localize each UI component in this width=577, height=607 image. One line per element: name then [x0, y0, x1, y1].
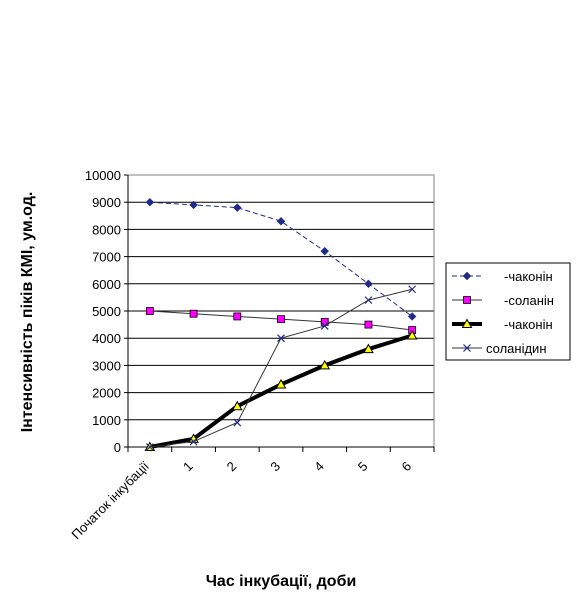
data-point — [364, 296, 373, 305]
data-point — [463, 296, 471, 304]
data-point — [463, 344, 471, 352]
legend-entry: -чаконін — [452, 269, 553, 284]
y-tick-label: 3000 — [92, 358, 121, 373]
series-4 — [145, 285, 417, 451]
x-axis-title: Час інкубації, доби — [206, 573, 357, 590]
data-point — [233, 203, 242, 212]
x-tick-labels: Початок інкубації 1 2 3 4 5 6 — [68, 458, 414, 542]
y-tick-label: 10000 — [85, 168, 121, 183]
data-point — [462, 271, 472, 281]
data-point — [406, 329, 418, 340]
legend-entry: -соланін — [452, 293, 554, 308]
data-point — [277, 334, 285, 343]
y-tick-labels: 0 1000 2000 3000 4000 5000 6000 7000 8000 9000 100… — [85, 168, 121, 455]
data-point — [189, 200, 198, 210]
legend-label: соланідин — [486, 341, 547, 356]
data-point — [276, 217, 286, 226]
data-point — [407, 312, 417, 321]
data-point — [233, 312, 242, 321]
data-point — [363, 343, 374, 354]
data-point — [364, 320, 373, 329]
x-tick-label: Початок інкубації — [68, 458, 152, 542]
legend-entry: -чаконін — [452, 317, 553, 332]
legend: -чаконін -соланін -чаконін соланідин — [445, 262, 571, 361]
data-point — [145, 443, 154, 451]
x-tick-label: 3 — [267, 459, 283, 475]
y-tick-label: 9000 — [92, 195, 121, 210]
y-tick-label: 0 — [114, 440, 121, 455]
data-point — [319, 359, 331, 370]
series — [144, 197, 418, 451]
y-tick-label: 8000 — [92, 222, 121, 237]
y-axis-title: Інтенсивність піків КМІ, ум.од. — [19, 192, 36, 433]
series-line — [149, 288, 413, 448]
x-tick-label: 4 — [311, 459, 327, 475]
legend-label: -соланін — [504, 293, 554, 308]
series-3 — [144, 329, 418, 451]
data-point — [320, 246, 329, 256]
data-point — [408, 285, 417, 294]
legend-entry: соланідин — [452, 341, 547, 356]
data-point — [145, 197, 155, 207]
data-point — [461, 318, 473, 328]
data-point — [364, 279, 373, 289]
series-1 — [145, 197, 417, 321]
y-tick-label: 7000 — [92, 250, 121, 265]
x-tick-label: 1 — [180, 459, 196, 475]
legend-label: -чаконін — [504, 269, 553, 284]
y-tick-label: 1000 — [92, 413, 121, 428]
legend-label: -чаконін — [504, 317, 553, 332]
y-tick-label: 5000 — [92, 304, 121, 319]
y-tick-label: 4000 — [92, 331, 121, 346]
data-point — [231, 400, 243, 411]
data-point — [275, 378, 287, 389]
axes — [127, 175, 435, 452]
data-point — [277, 315, 285, 324]
x-tick-label: 2 — [224, 459, 240, 475]
data-point — [145, 307, 154, 315]
data-point — [233, 418, 242, 427]
data-point — [189, 309, 198, 318]
x-tick-label: 6 — [399, 459, 415, 475]
gridlines — [124, 174, 434, 448]
data-point — [320, 322, 329, 330]
y-tick-label: 6000 — [92, 277, 121, 292]
x-tick-label: 5 — [355, 459, 371, 475]
y-tick-label: 2000 — [92, 386, 121, 401]
data-point — [189, 437, 198, 446]
